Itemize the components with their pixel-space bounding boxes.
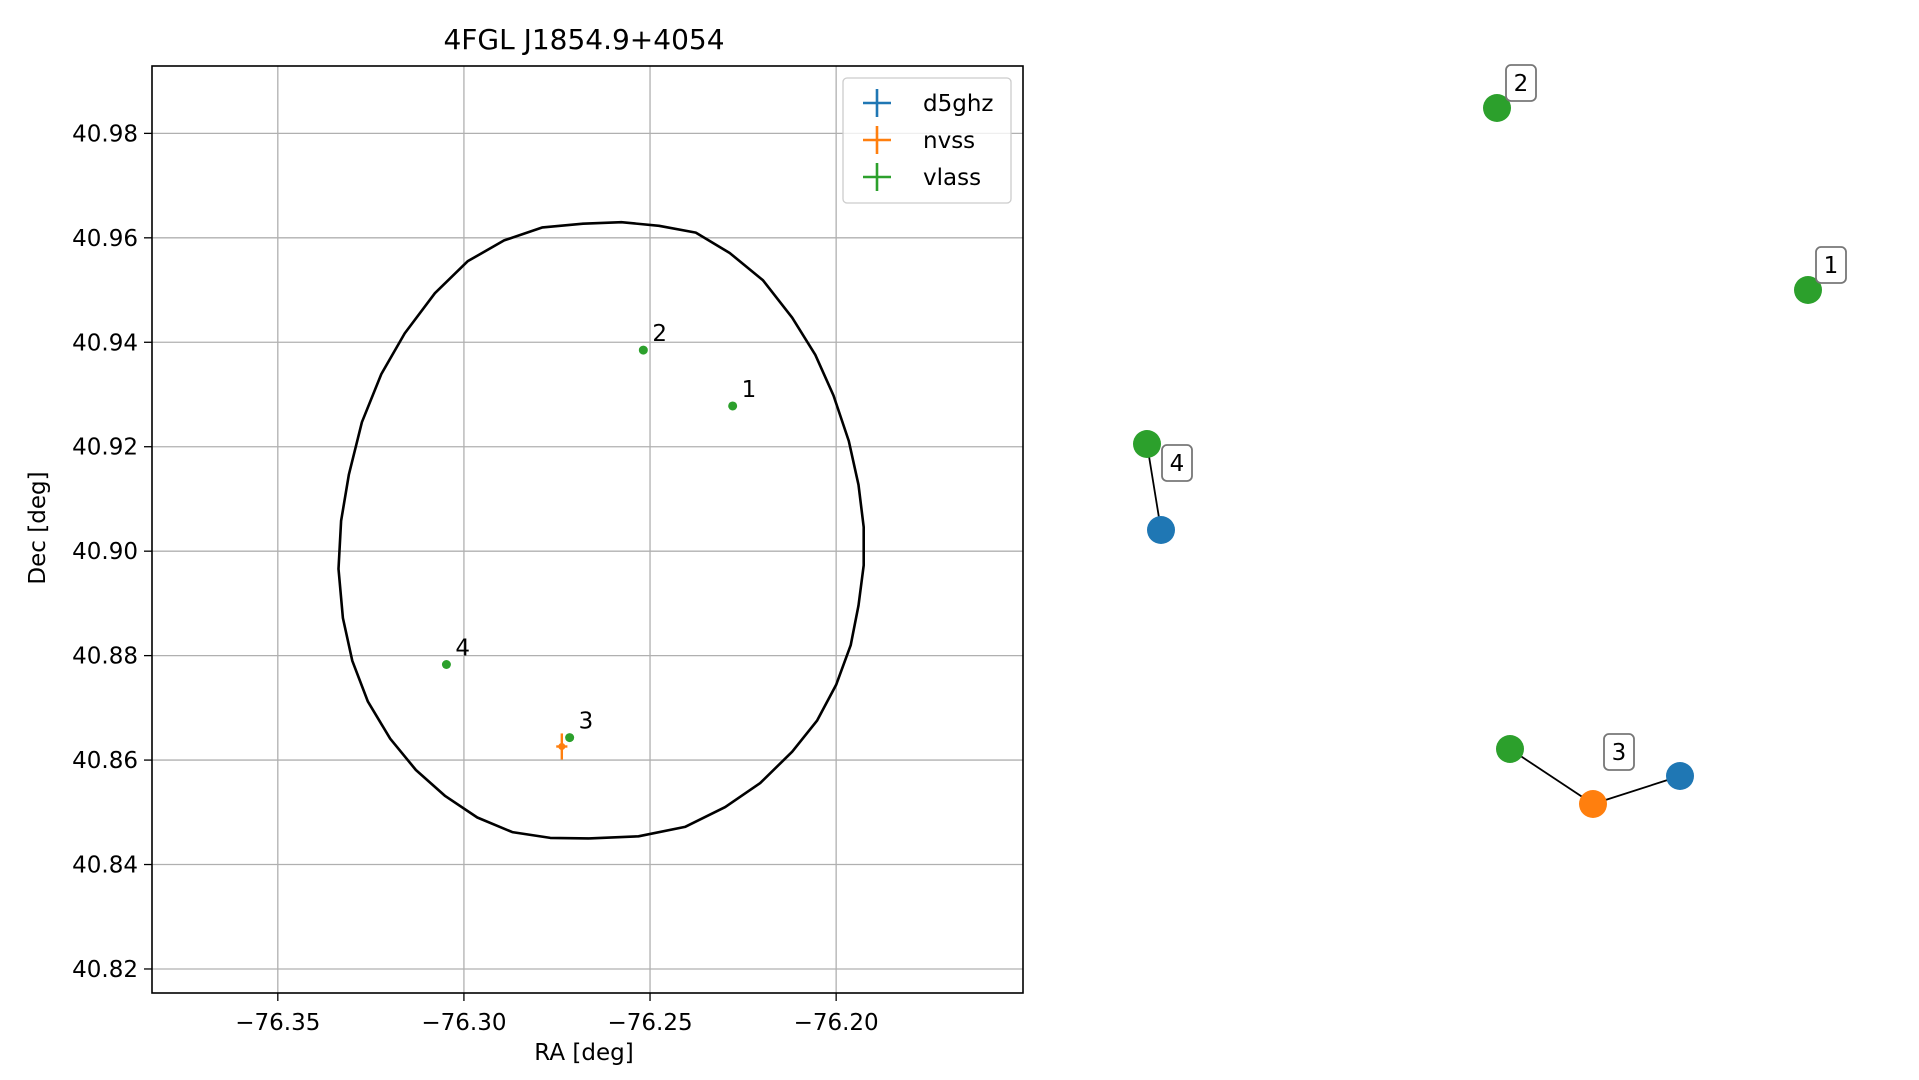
node-label-box bbox=[1161, 444, 1193, 482]
vlass-point bbox=[441, 660, 451, 670]
y-axis-title: Dec [deg] bbox=[25, 471, 51, 584]
vlass-node bbox=[1133, 430, 1161, 458]
vlass-point bbox=[565, 733, 575, 743]
x-tick-label: −76.25 bbox=[607, 1010, 692, 1036]
node-label-box bbox=[1815, 246, 1847, 284]
match-edge bbox=[1509, 748, 1594, 805]
match-edge bbox=[1592, 775, 1681, 805]
vlass-node bbox=[1794, 276, 1822, 304]
y-tick-label: 40.84 bbox=[72, 853, 138, 879]
node-label-box bbox=[1603, 733, 1635, 771]
localization-ellipse bbox=[337, 220, 866, 840]
nvss-node bbox=[1579, 790, 1607, 818]
vlass-point bbox=[728, 401, 738, 411]
data-points-layer: 1 2 3 4 bbox=[441, 321, 757, 760]
scatter-chart: 4FGL J1854.9+4054 1 2 3 4 −76.35 −76.30 −76.2… bbox=[25, 23, 1024, 1066]
match-network-diagram: 1 2 3 4 bbox=[1133, 64, 1847, 818]
y-tick-label: 40.82 bbox=[72, 957, 138, 983]
chart-title: 4FGL J1854.9+4054 bbox=[443, 23, 724, 56]
point-label: 3 bbox=[579, 709, 594, 735]
x-tick-label: −76.30 bbox=[421, 1010, 506, 1036]
legend-label-vlass: vlass bbox=[923, 165, 981, 191]
y-tick-label: 40.90 bbox=[72, 539, 138, 565]
x-tick-label: −76.35 bbox=[235, 1010, 320, 1036]
legend: d5ghz nvss vlass bbox=[842, 77, 1012, 204]
y-tick-label: 40.86 bbox=[72, 748, 138, 774]
node-label: 1 bbox=[1824, 253, 1839, 279]
legend-box bbox=[842, 77, 1012, 204]
node-label-box bbox=[1505, 64, 1537, 102]
plot-area-frame bbox=[151, 65, 1024, 994]
x-axis-title: RA [deg] bbox=[534, 1040, 633, 1066]
y-tick-label: 40.88 bbox=[72, 644, 138, 670]
vlass-node bbox=[1496, 735, 1524, 763]
node-label: 3 bbox=[1612, 740, 1627, 766]
y-axis-ticks: 40.82 40.84 40.86 40.88 40.90 40.92 40.94 40.96… bbox=[72, 121, 152, 983]
legend-label-nvss: nvss bbox=[923, 128, 975, 154]
y-tick-label: 40.92 bbox=[72, 435, 138, 461]
d5ghz-node bbox=[1666, 762, 1694, 790]
x-tick-label: −76.20 bbox=[794, 1010, 879, 1036]
y-tick-label: 40.96 bbox=[72, 226, 138, 252]
point-label: 2 bbox=[652, 321, 667, 347]
vlass-node bbox=[1483, 94, 1511, 122]
point-label: 4 bbox=[455, 636, 470, 662]
localization-ellipse-layer bbox=[337, 220, 866, 840]
d5ghz-node bbox=[1147, 516, 1175, 544]
y-tick-label: 40.98 bbox=[72, 121, 138, 147]
point-label: 1 bbox=[742, 377, 757, 403]
legend-label-d5ghz: d5ghz bbox=[923, 91, 993, 117]
x-axis-ticks: −76.35 −76.30 −76.25 −76.20 bbox=[235, 993, 879, 1036]
grid-lines bbox=[152, 66, 1023, 993]
y-tick-label: 40.94 bbox=[72, 330, 138, 356]
nvss-point bbox=[558, 742, 566, 750]
node-label: 2 bbox=[1514, 71, 1529, 97]
match-edge bbox=[1146, 443, 1162, 531]
vlass-point bbox=[638, 345, 648, 355]
node-label: 4 bbox=[1170, 451, 1185, 477]
